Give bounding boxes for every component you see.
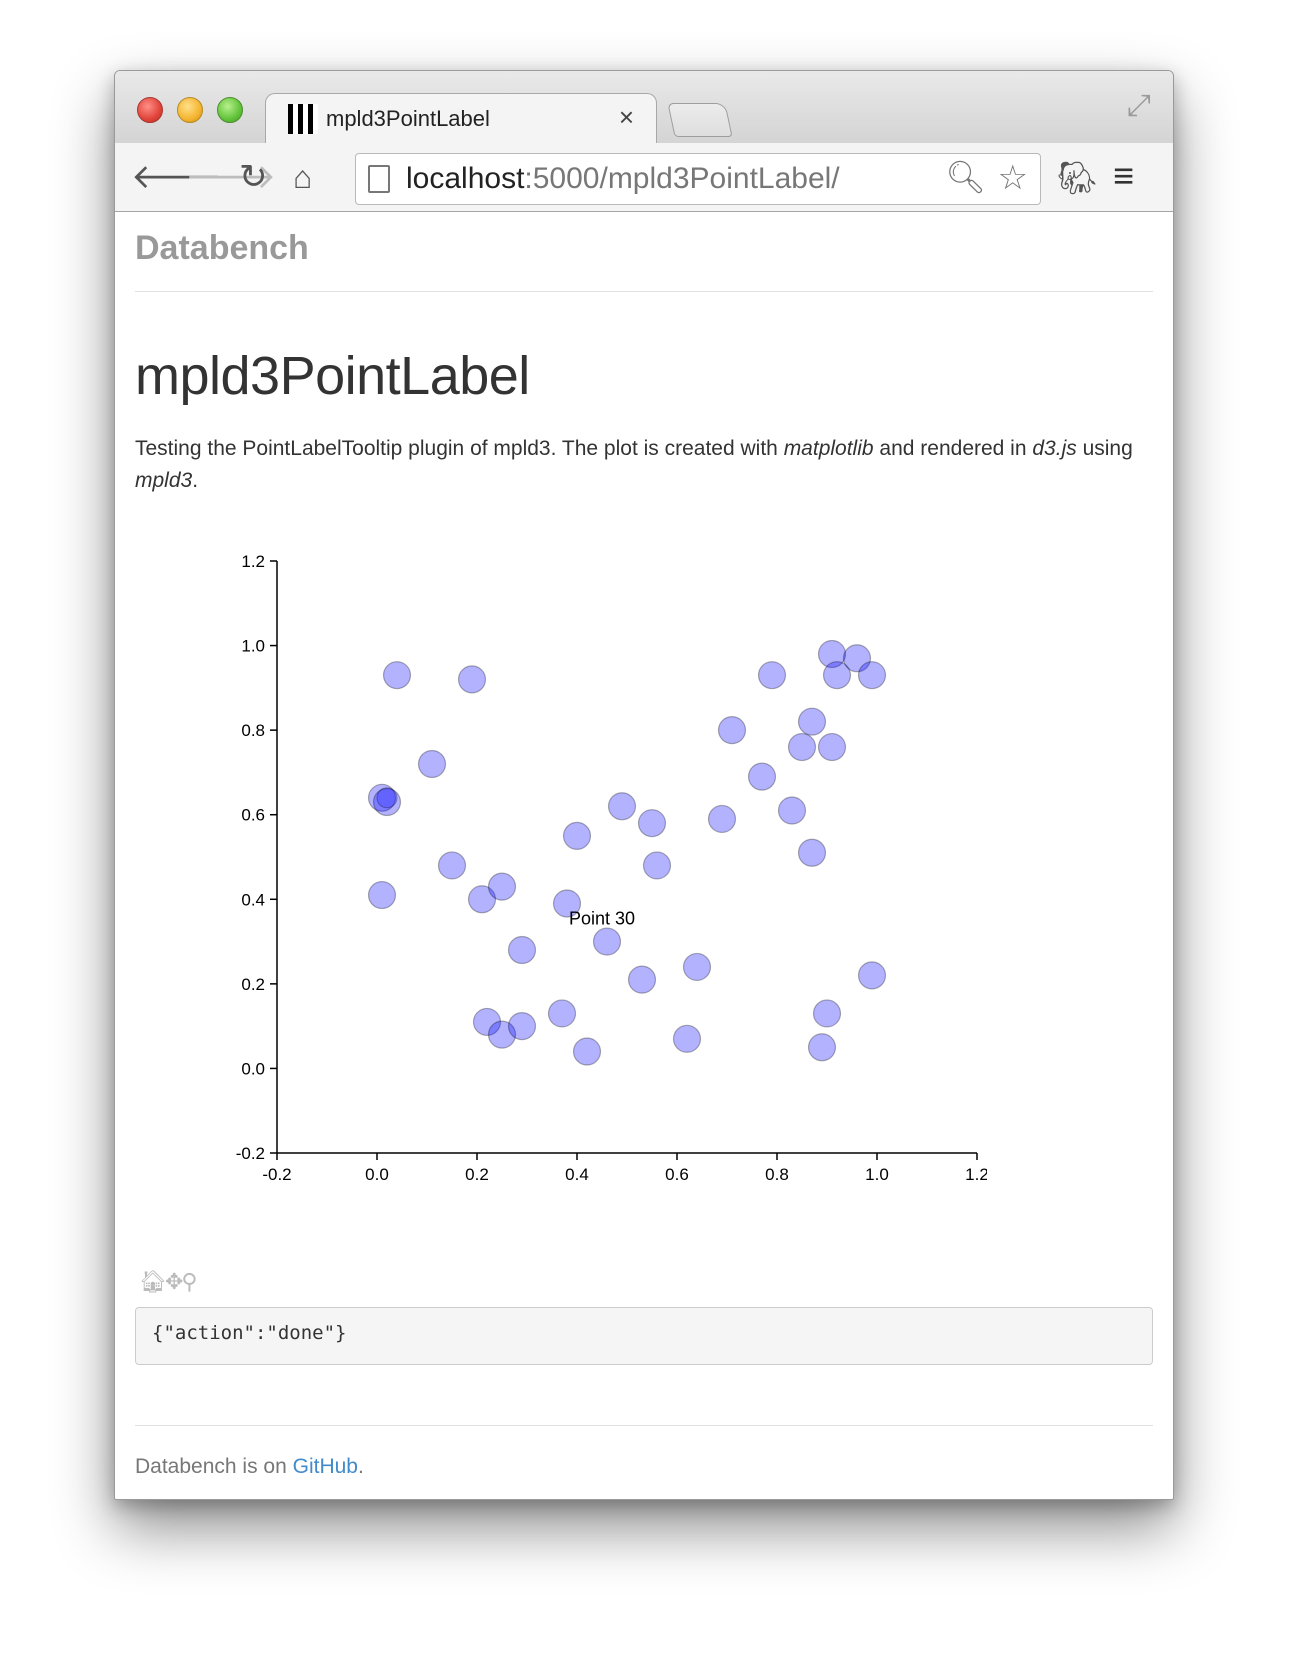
data-point[interactable] — [372, 787, 402, 817]
x-tick-label: 0.6 — [665, 1165, 689, 1184]
url-text[interactable]: localhost:5000/mpld3PointLabel/ — [406, 162, 840, 195]
evernote-extension-icon[interactable]: 🐘︎ — [1057, 160, 1098, 196]
log-text: {"action":"done"} — [152, 1322, 347, 1344]
x-tick-label: 0.0 — [365, 1165, 389, 1184]
data-point[interactable] — [842, 644, 872, 673]
data-point[interactable] — [367, 783, 397, 812]
data-point[interactable] — [822, 661, 852, 690]
data-point[interactable] — [642, 851, 672, 880]
minimize-window-button[interactable] — [177, 97, 203, 123]
data-point[interactable] — [797, 707, 827, 736]
y-tick-label: 0.6 — [241, 806, 265, 825]
reload-icon[interactable]: ↻ — [239, 158, 268, 196]
bookmark-star-icon[interactable]: ☆ — [997, 159, 1028, 197]
data-point[interactable] — [857, 661, 887, 690]
data-point[interactable] — [707, 804, 737, 834]
data-point[interactable] — [817, 732, 847, 762]
data-point[interactable] — [382, 661, 412, 690]
header-divider — [135, 291, 1153, 292]
data-point[interactable] — [367, 880, 397, 910]
x-tick-label: 0.2 — [465, 1165, 489, 1184]
highlighted-point — [376, 787, 398, 809]
data-point[interactable] — [562, 821, 592, 850]
data-point[interactable] — [672, 1024, 702, 1053]
data-point[interactable] — [812, 999, 842, 1028]
data-point[interactable] — [552, 889, 582, 918]
data-point[interactable] — [437, 851, 467, 880]
new-tab-button[interactable] — [667, 103, 733, 137]
plot-pan-icon[interactable]: ✥ — [164, 1269, 183, 1294]
data-point[interactable] — [607, 792, 637, 821]
address-bar[interactable]: localhost:5000/mpld3PointLabel/ 🔍︎ ☆ — [355, 153, 1041, 205]
browser-window: mpld3PointLabel × ⤢ 🡐 🡒 ↻ ⌂ localhost:50… — [114, 70, 1174, 1500]
data-point[interactable] — [507, 935, 537, 965]
y-tick-label: 1.2 — [241, 552, 265, 571]
data-point[interactable] — [457, 665, 487, 694]
data-point[interactable] — [487, 872, 517, 901]
data-point[interactable] — [717, 716, 747, 745]
data-point[interactable] — [572, 1037, 602, 1066]
x-tick-label: -0.2 — [262, 1165, 291, 1184]
data-point[interactable] — [747, 762, 777, 791]
data-point[interactable] — [592, 927, 622, 956]
footer-divider — [135, 1425, 1153, 1426]
data-point[interactable] — [807, 1033, 837, 1062]
point-tooltip: Point 30 — [569, 909, 635, 929]
data-point[interactable] — [797, 838, 827, 867]
intro-paragraph: Testing the PointLabelTooltip plugin of … — [135, 437, 1133, 492]
data-point[interactable] — [507, 1012, 537, 1041]
log-output: {"action":"done"} — [135, 1307, 1153, 1365]
favicon-icon — [288, 104, 318, 134]
data-point[interactable] — [757, 661, 787, 690]
y-tick-label: 0.8 — [241, 721, 265, 740]
data-point[interactable] — [417, 749, 447, 779]
close-window-button[interactable] — [137, 97, 163, 123]
data-point[interactable] — [547, 999, 577, 1028]
x-tick-label: 1.0 — [865, 1165, 889, 1184]
brand-link[interactable]: Databench — [135, 229, 309, 267]
data-point[interactable] — [637, 809, 667, 838]
github-link[interactable]: GitHub — [292, 1455, 358, 1478]
title-bar: mpld3PointLabel × ⤢ — [115, 71, 1173, 144]
plot-home-icon[interactable]: 🏠︎ — [139, 1269, 167, 1294]
data-point[interactable] — [627, 965, 657, 994]
x-tick-label: 0.8 — [765, 1165, 789, 1184]
data-point[interactable] — [472, 1007, 502, 1037]
y-tick-label: 0.0 — [241, 1059, 265, 1078]
search-zoom-icon[interactable]: 🔍︎ — [945, 159, 986, 195]
data-point[interactable] — [817, 639, 847, 669]
forward-arrow-icon[interactable]: 🡒 — [185, 158, 277, 196]
tab-title: mpld3PointLabel — [326, 106, 490, 131]
y-tick-label: 0.4 — [241, 890, 265, 909]
tab-close-icon[interactable]: × — [618, 102, 634, 132]
zoom-window-button[interactable] — [217, 97, 243, 123]
menu-hamburger-icon[interactable]: ≡ — [1113, 155, 1135, 196]
browser-toolbar: 🡐 🡒 ↻ ⌂ localhost:5000/mpld3PointLabel/ … — [115, 143, 1173, 212]
page-icon — [368, 165, 390, 193]
plot-toolbar: 🏠︎✥⚲ — [139, 1269, 198, 1295]
data-point[interactable] — [682, 952, 712, 982]
x-tick-label: 1.2 — [965, 1165, 987, 1184]
home-icon[interactable]: ⌂ — [293, 159, 313, 195]
back-arrow-icon[interactable]: 🡐 — [131, 158, 223, 196]
data-point[interactable] — [487, 1020, 517, 1049]
data-point[interactable] — [467, 885, 497, 914]
tab-mpld3pointlabel[interactable]: mpld3PointLabel × — [265, 93, 657, 144]
x-tick-label: 0.4 — [565, 1165, 589, 1184]
data-point[interactable] — [777, 796, 807, 825]
plot-zoom-icon[interactable]: ⚲ — [181, 1269, 197, 1294]
footer: Databench is on GitHub. — [135, 1455, 364, 1478]
data-point[interactable] — [787, 732, 817, 762]
y-tick-label: -0.2 — [236, 1144, 265, 1163]
page-title: mpld3PointLabel — [135, 346, 530, 406]
y-tick-label: 0.2 — [241, 975, 265, 994]
fullscreen-icon[interactable]: ⤢ — [1127, 89, 1151, 122]
y-tick-label: 1.0 — [241, 637, 265, 656]
scatter-plot[interactable]: -0.2 0.0 0.2 0.4 0.6 0.8 1.0 1.2 -0.2 0.0 0.2 0.4 0.… — [187, 541, 987, 1271]
data-point[interactable] — [857, 961, 887, 990]
